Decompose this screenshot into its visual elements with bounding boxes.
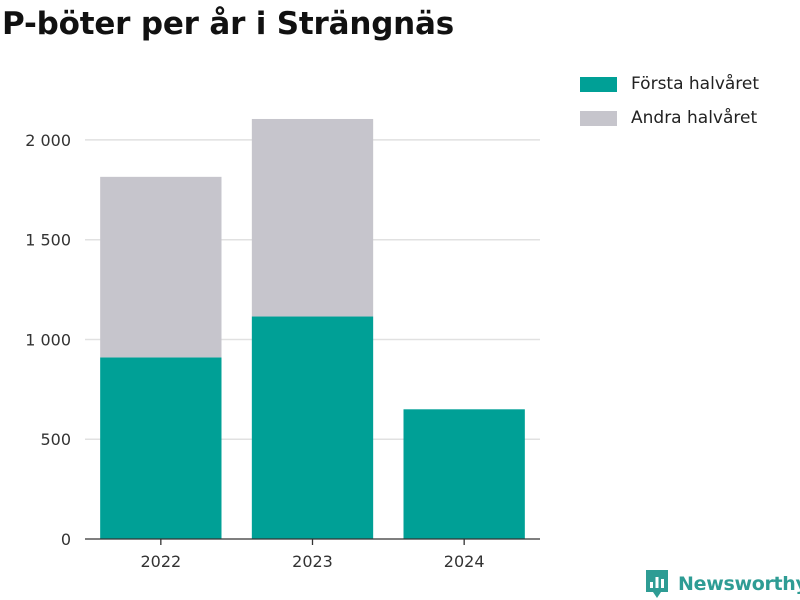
x-tick-label: 2022 [140,552,181,571]
bar-first-half-2024[interactable] [403,409,525,539]
legend-label-second-half: Andra halvåret [631,108,758,128]
legend-swatch-second-half [580,110,617,126]
y-tick-label: 0 [61,530,71,549]
legend-label-first-half: Första halvåret [631,74,760,94]
y-tick-label: 1 500 [25,231,71,250]
bar-first-half-2022[interactable] [100,357,222,539]
bar-second-half-2022[interactable] [100,176,222,358]
legend: Första halvåret Andra halvåret [580,73,759,141]
bar-second-half-2023[interactable] [251,118,374,317]
bars [100,118,525,539]
bar-first-half-2023[interactable] [251,316,374,539]
y-tick-label: 1 000 [25,330,71,349]
newsworthy-logo-icon [646,570,668,598]
x-tick-label: 2024 [444,552,485,571]
y-axis-ticks: 0 500 1 000 1 500 2 000 [25,131,71,549]
x-axis-ticks: 2022 2023 2024 [140,539,485,571]
x-tick-label: 2023 [292,552,333,571]
legend-swatch-first-half [580,76,617,92]
brand-name: Newsworthy [678,573,800,595]
brand-logo[interactable]: Newsworthy [644,568,800,600]
y-tick-label: 2 000 [25,131,71,150]
y-tick-label: 500 [40,430,71,449]
chart-title: P-böter per år i Strängnäs [2,6,455,42]
legend-item-first-half[interactable]: Första halvåret [580,73,759,95]
legend-item-second-half[interactable]: Andra halvåret [580,107,759,129]
